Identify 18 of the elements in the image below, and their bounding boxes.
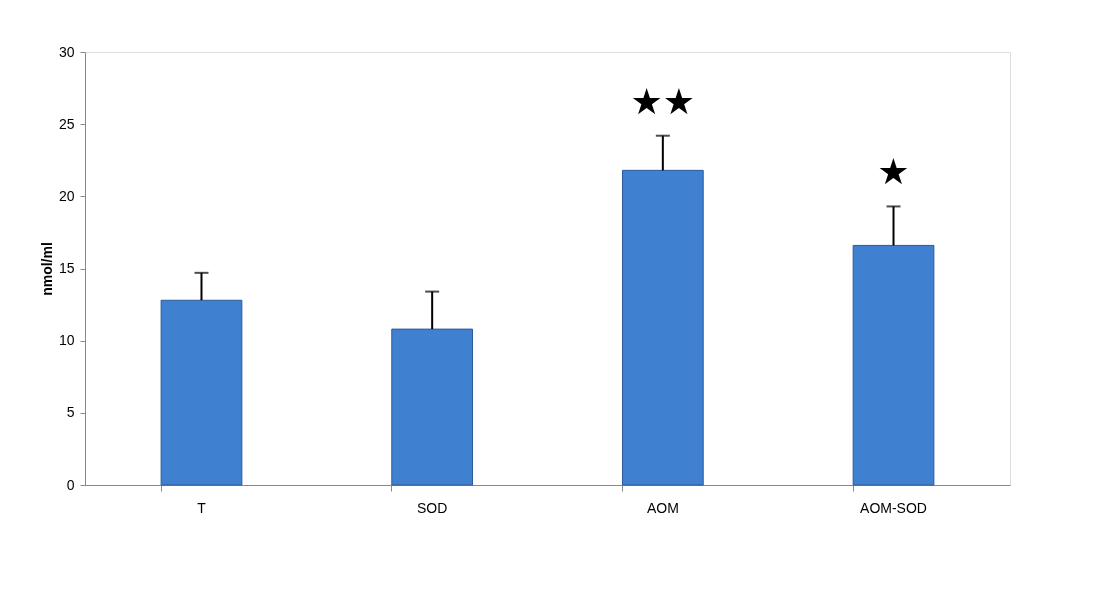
y-tick-label: 10	[58, 332, 75, 349]
y-tick-label: 5	[66, 404, 75, 421]
x-tick-label: T	[197, 499, 207, 516]
y-tick-label: 30	[58, 43, 75, 60]
bar	[160, 299, 243, 486]
y-tick-label: 15	[58, 260, 75, 276]
bar	[391, 328, 474, 486]
data-label: ★	[877, 151, 910, 193]
x-tick-label: SOD	[416, 499, 448, 516]
y-axis-title: nmol/ml	[38, 242, 55, 296]
bar	[621, 169, 704, 486]
x-tick-label: AOM-SOD	[860, 499, 927, 516]
bar	[852, 244, 935, 486]
y-tick-label: 25	[58, 115, 75, 132]
y-tick-label: 20	[58, 187, 75, 204]
y-tick-label: 0	[66, 476, 75, 493]
data-label: ★★	[630, 80, 696, 122]
x-tick-label: AOM	[646, 499, 679, 516]
